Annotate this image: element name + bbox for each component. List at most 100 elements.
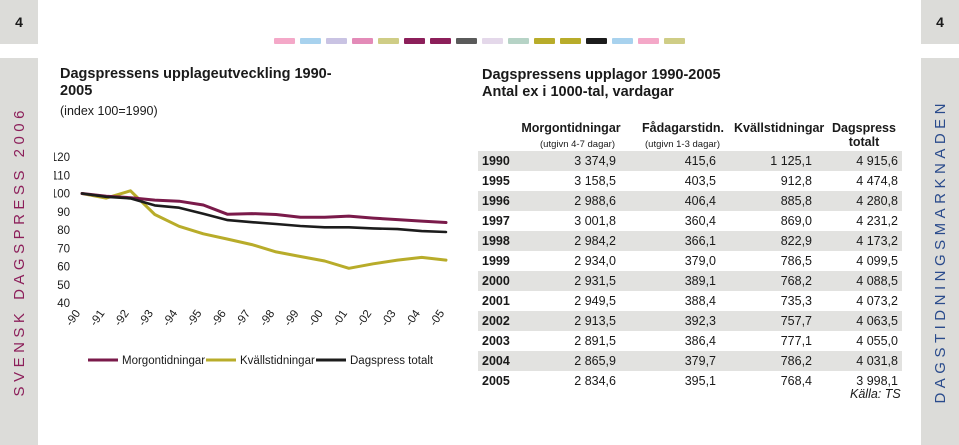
table-row: 1996 2 988,6 406,4 885,8 4 280,8 [478,191,902,211]
color-swatch [352,38,373,44]
col-header-fadagar: Fådagarstidn. [642,121,724,135]
table-cell: 4 088,5 [856,274,898,288]
table-subtitle-line: Antal ex i 1000-tal, vardagar [482,84,674,100]
page-number-left: 4 [0,0,38,44]
page-number-right: 4 [921,0,959,44]
color-swatch-strip [44,38,915,46]
table-cell: 2 988,6 [574,194,616,208]
table-row: 1999 2 934,0 379,0 786,5 4 099,5 [478,251,902,271]
x-tick-label: -90 [64,308,83,329]
table-row: 1998 2 984,2 366,1 822,9 4 173,2 [478,231,902,251]
col-sub-fadagar: (utgivn 1-3 dagar) [645,139,720,150]
x-tick-label: -01 [331,308,350,329]
x-tick-label: -91 [88,308,107,329]
table-cell: 786,2 [780,354,812,368]
chart-panel: Dagspressens upplageutveckling 1990-2005… [54,60,454,445]
row-year: 2003 [482,334,510,348]
series-line-dagspress-totalt [80,192,448,234]
table-row: 1990 3 374,9 415,6 1 125,1 4 915,6 [478,151,902,171]
color-swatch [404,38,425,44]
col-sub-morgon: (utgivn 4-7 dagar) [540,139,615,150]
table-cell: 757,7 [780,314,812,328]
series-line-morgontidningar [80,192,448,224]
table-cell: 388,4 [684,294,716,308]
x-tick-label: -94 [161,308,181,329]
table-cell: 4 031,8 [856,354,898,368]
table-cell: 768,4 [780,374,812,388]
table-cell: 4 073,2 [856,294,898,308]
row-year: 1997 [482,214,510,228]
y-tick-label: 100 [54,189,70,201]
color-swatch [300,38,321,44]
table-row: 1995 3 158,5 403,5 912,8 4 474,8 [478,171,902,191]
table-cell: 2 865,9 [574,354,616,368]
table-cell: 869,0 [780,214,812,228]
color-swatch [482,38,503,44]
table-title-line: Dagspressens upplagor 1990-2005 [482,67,721,83]
row-year: 1998 [482,234,510,248]
y-tick-label: 120 [54,152,70,164]
x-tick-label: -95 [185,308,204,329]
table-cell: 403,5 [684,174,716,188]
chart-title: Dagspressens upplageutveckling 1990-2005 [60,66,332,99]
data-table: 1990 3 374,9 415,6 1 125,1 4 915,6 1995 3 158,… [478,151,902,391]
row-year: 2002 [482,314,510,328]
color-swatch [638,38,659,44]
table-cell: 2 984,2 [574,234,616,248]
table-title: Dagspressens upplagor 1990-2005 Antal ex… [482,67,842,101]
table-cell: 2 934,0 [574,254,616,268]
color-swatch [326,38,347,44]
sidebar-left: SVENSK DAGSPRESS 2006 [0,58,38,445]
x-tick-label: -99 [282,308,301,329]
row-year: 1999 [482,254,510,268]
col-header-morgon: Morgontidningar [521,121,621,135]
table-row: 2004 2 865,9 379,7 786,2 4 031,8 [478,351,902,371]
row-year: 2005 [482,374,510,388]
row-year: 1996 [482,194,510,208]
color-swatch [612,38,633,44]
table-cell: 4 173,2 [856,234,898,248]
table-cell: 2 913,5 [574,314,616,328]
table-row: 2000 2 931,5 389,1 768,2 4 088,5 [478,271,902,291]
x-tick-label: -03 [379,308,398,329]
table-cell: 4 231,2 [856,214,898,228]
table-cell: 3 158,5 [574,174,616,188]
table-cell: 885,8 [780,194,812,208]
table-cell: 395,1 [684,374,716,388]
table-cell: 360,4 [684,214,716,228]
row-year: 2001 [482,294,510,308]
table-cell: 4 055,0 [856,334,898,348]
table-cell: 2 949,5 [574,294,616,308]
legend-label: Kvällstidningar [240,355,315,367]
table-cell: 912,8 [780,174,812,188]
row-year: 2000 [482,274,510,288]
y-tick-label: 50 [57,280,70,292]
color-swatch [586,38,607,44]
sidebar-right: DAGSTIDNINGSMARKNADEN [921,58,959,445]
table-cell: 2 931,5 [574,274,616,288]
legend-label: Morgontidningar [122,355,205,367]
row-year: 2004 [482,354,510,368]
table-row: 2002 2 913,5 392,3 757,7 4 063,5 [478,311,902,331]
color-swatch [664,38,685,44]
table-cell: 392,3 [684,314,716,328]
table-cell: 415,6 [684,154,716,168]
table-cell: 406,4 [684,194,716,208]
col-header-total: Dagspress totalt [832,121,896,149]
row-year: 1990 [482,154,510,168]
y-tick-label: 110 [54,170,70,182]
y-tick-label: 80 [57,225,70,237]
table-row: 2001 2 949,5 388,4 735,3 4 073,2 [478,291,902,311]
y-tick-label: 90 [57,207,70,219]
color-swatch [456,38,477,44]
y-tick-label: 60 [57,262,70,274]
x-tick-label: -02 [355,308,374,329]
y-tick-label: 70 [57,243,70,255]
table-row: 2005 2 834,6 395,1 768,4 3 998,1 [478,371,902,391]
sidebar-right-text: DAGSTIDNINGSMARKNADEN [931,99,949,404]
table-cell: 2 891,5 [574,334,616,348]
row-year: 1995 [482,174,510,188]
table-cell: 3 001,8 [574,214,616,228]
table-cell: 3 374,9 [574,154,616,168]
table-cell: 1 125,1 [770,154,812,168]
